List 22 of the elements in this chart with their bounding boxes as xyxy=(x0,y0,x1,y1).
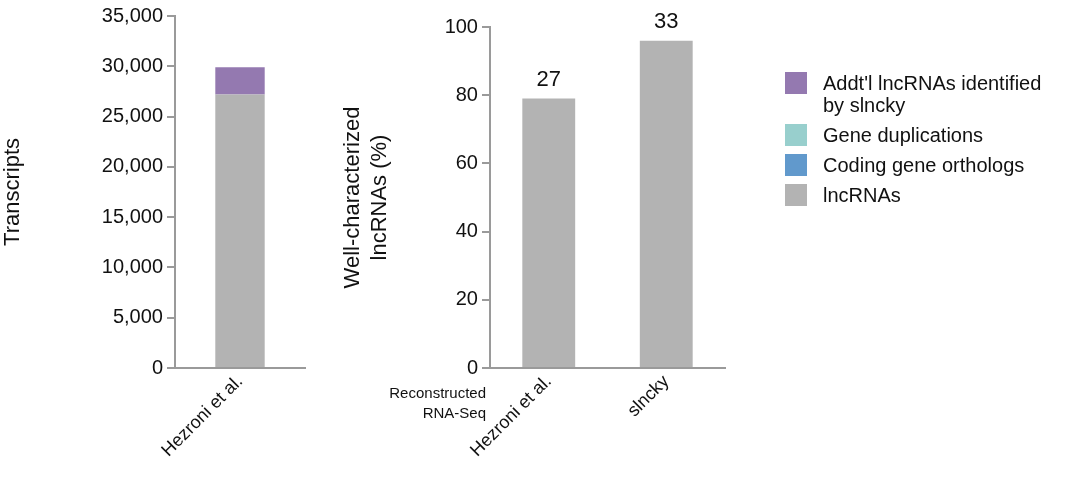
y-tick-label: 20,000 xyxy=(101,154,163,177)
legend-label: Coding gene orthologs xyxy=(823,154,1025,176)
y-tick-label: 25,000 xyxy=(101,104,163,127)
y-axis-title: Well-characterized lncRNAs (%) xyxy=(339,106,391,289)
y-tick-label: 5,000 xyxy=(112,305,163,328)
y-tick-label: 0 xyxy=(151,355,163,378)
y-tick-label: 0 xyxy=(466,355,478,378)
y-tick-label: 35,000 xyxy=(101,3,163,26)
y-tick-label: 60 xyxy=(455,150,478,173)
annotation: 33 xyxy=(654,7,679,33)
y-tick-label: 20 xyxy=(455,287,478,310)
y-axis-title: Transcripts xyxy=(0,138,25,246)
y-tick-label: 15,000 xyxy=(101,204,163,227)
annotation: 27 xyxy=(536,65,561,91)
y-tick-label: 40 xyxy=(455,219,478,242)
y-tick-label: 30,000 xyxy=(101,53,163,76)
legend-label: Gene duplications xyxy=(823,124,984,146)
y-tick-label: 80 xyxy=(455,82,478,105)
legend-label: lncRNAs xyxy=(823,184,901,206)
y-tick-label: 100 xyxy=(444,14,478,37)
y-tick-label: 10,000 xyxy=(101,254,163,277)
legend-label: Addt'l lncRNAs identified by slncky xyxy=(823,72,1043,116)
